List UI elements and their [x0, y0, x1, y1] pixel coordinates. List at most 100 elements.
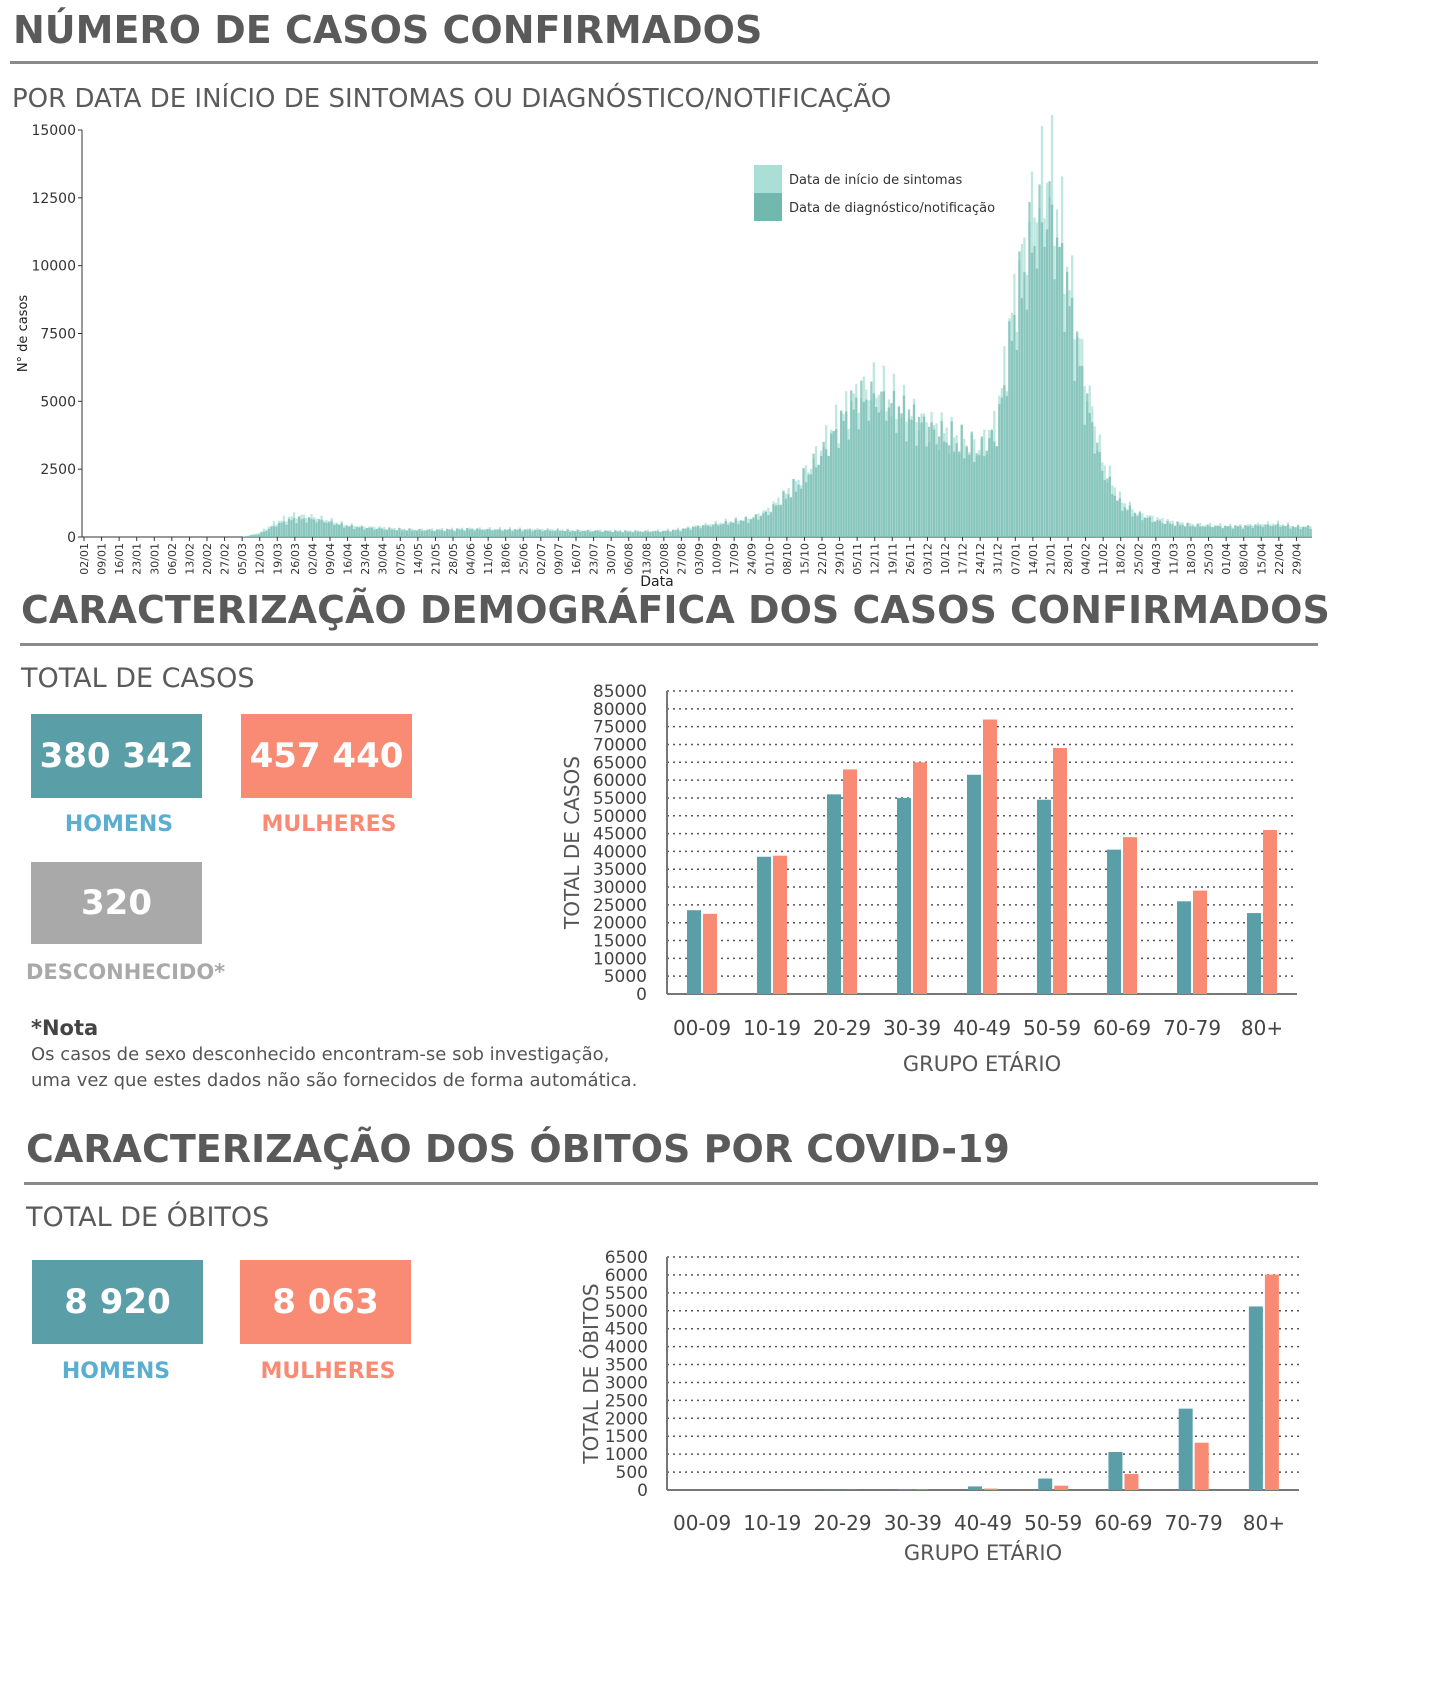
- daily-bar: [1156, 519, 1159, 537]
- note-title: *Nota: [31, 1016, 99, 1040]
- y-tick-label: 10000: [593, 949, 647, 969]
- daily-bar: [664, 530, 667, 537]
- y-tick-label: 50000: [593, 807, 647, 827]
- men-cases-box: 380 342: [31, 714, 202, 798]
- x-tick-label: 10/09: [711, 543, 724, 575]
- x-tick-label: 06/02: [166, 543, 179, 575]
- daily-bar: [704, 525, 707, 537]
- daily-bar: [902, 395, 906, 537]
- daily-bar: [533, 529, 537, 537]
- daily-bar: [639, 531, 642, 537]
- daily-bar: [1224, 525, 1227, 537]
- daily-bar: [616, 531, 619, 537]
- x-tick-label: 23/04: [359, 543, 372, 575]
- bar-men: [757, 856, 771, 994]
- daily-bar: [561, 530, 564, 537]
- bar-women: [1124, 1473, 1139, 1490]
- daily-bar: [553, 530, 557, 537]
- daily-bar: [867, 420, 870, 537]
- daily-bar: [1173, 525, 1177, 537]
- daily-bar: [812, 453, 815, 537]
- daily-bar: [1048, 181, 1051, 538]
- daily-bar: [322, 522, 326, 537]
- daily-bar: [295, 523, 298, 537]
- y-tick-label: 6500: [605, 1248, 648, 1268]
- daily-bar: [1103, 480, 1106, 537]
- daily-bar: [717, 525, 720, 537]
- daily-bar: [659, 532, 662, 537]
- daily-bar: [245, 536, 248, 537]
- daily-bar: [546, 529, 549, 537]
- daily-bar: [1181, 524, 1184, 537]
- daily-bar: [915, 445, 918, 537]
- women-cases-box: 457 440: [241, 714, 412, 798]
- daily-bar: [691, 526, 695, 537]
- daily-bar: [568, 531, 572, 537]
- daily-bar: [496, 529, 499, 537]
- daily-bar: [508, 529, 511, 537]
- y-tick-label: 7500: [40, 327, 76, 343]
- daily-bar: [970, 431, 973, 537]
- daily-bar: [1136, 516, 1139, 537]
- y-tick-label: 80000: [593, 700, 647, 720]
- daily-bar: [491, 530, 494, 537]
- daily-bar: [340, 523, 343, 537]
- x-tick-label: 28/01: [1062, 543, 1075, 575]
- daily-bar: [1063, 331, 1066, 537]
- bar-men: [967, 774, 981, 994]
- daily-bar: [1020, 298, 1024, 537]
- x-tick-label: 12/11: [869, 543, 882, 575]
- daily-bar: [297, 516, 301, 537]
- x-tick-label: 28/05: [447, 543, 460, 575]
- y-tick-label: 60000: [593, 771, 647, 791]
- daily-bar: [270, 526, 273, 537]
- daily-bar: [847, 439, 850, 537]
- daily-bar: [905, 441, 908, 537]
- daily-bar: [1071, 297, 1074, 537]
- daily-bar: [463, 530, 466, 537]
- daily-bar: [390, 529, 394, 537]
- daily-bar: [541, 531, 544, 537]
- daily-bar: [1214, 526, 1217, 537]
- daily-bar: [870, 381, 873, 537]
- daily-bar: [1254, 524, 1257, 537]
- daily-bar: [734, 518, 737, 537]
- daily-bar: [272, 525, 276, 537]
- daily-bar: [566, 529, 569, 537]
- daily-bar: [644, 530, 647, 537]
- x-category-label: 40-49: [953, 1016, 1011, 1040]
- daily-bar: [707, 525, 710, 537]
- daily-bar: [1274, 524, 1277, 537]
- y-tick-label: 2000: [605, 1409, 648, 1429]
- daily-bar: [958, 451, 961, 537]
- daily-bar: [712, 524, 715, 537]
- daily-bar: [940, 420, 943, 537]
- daily-bar: [363, 529, 366, 537]
- daily-bar: [702, 525, 705, 537]
- daily-bar: [832, 430, 835, 537]
- daily-bar: [473, 530, 476, 537]
- daily-bar: [900, 413, 903, 537]
- daily-bar: [1294, 527, 1297, 537]
- daily-bar: [679, 531, 682, 537]
- daily-bar: [255, 534, 258, 537]
- x-category-label: 70-79: [1163, 1016, 1221, 1040]
- daily-bar: [521, 531, 524, 537]
- daily-bar: [611, 532, 614, 537]
- daily-bar: [511, 531, 514, 537]
- daily-bar: [1309, 529, 1312, 537]
- y-tick-label: 65000: [593, 753, 647, 773]
- daily-bar: [410, 530, 414, 537]
- daily-bar: [548, 530, 552, 537]
- daily-bar: [646, 531, 650, 537]
- daily-bar: [850, 390, 853, 537]
- daily-bar: [817, 464, 820, 537]
- daily-bar: [471, 529, 474, 537]
- y-tick-label: 15000: [593, 932, 647, 952]
- daily-bar: [649, 531, 652, 537]
- bar-men: [1107, 849, 1121, 994]
- x-tick-label: 11/02: [1097, 543, 1110, 575]
- daily-bar: [787, 494, 790, 537]
- x-tick-label: 19/03: [271, 543, 284, 575]
- y-tick-label: 40000: [593, 842, 647, 862]
